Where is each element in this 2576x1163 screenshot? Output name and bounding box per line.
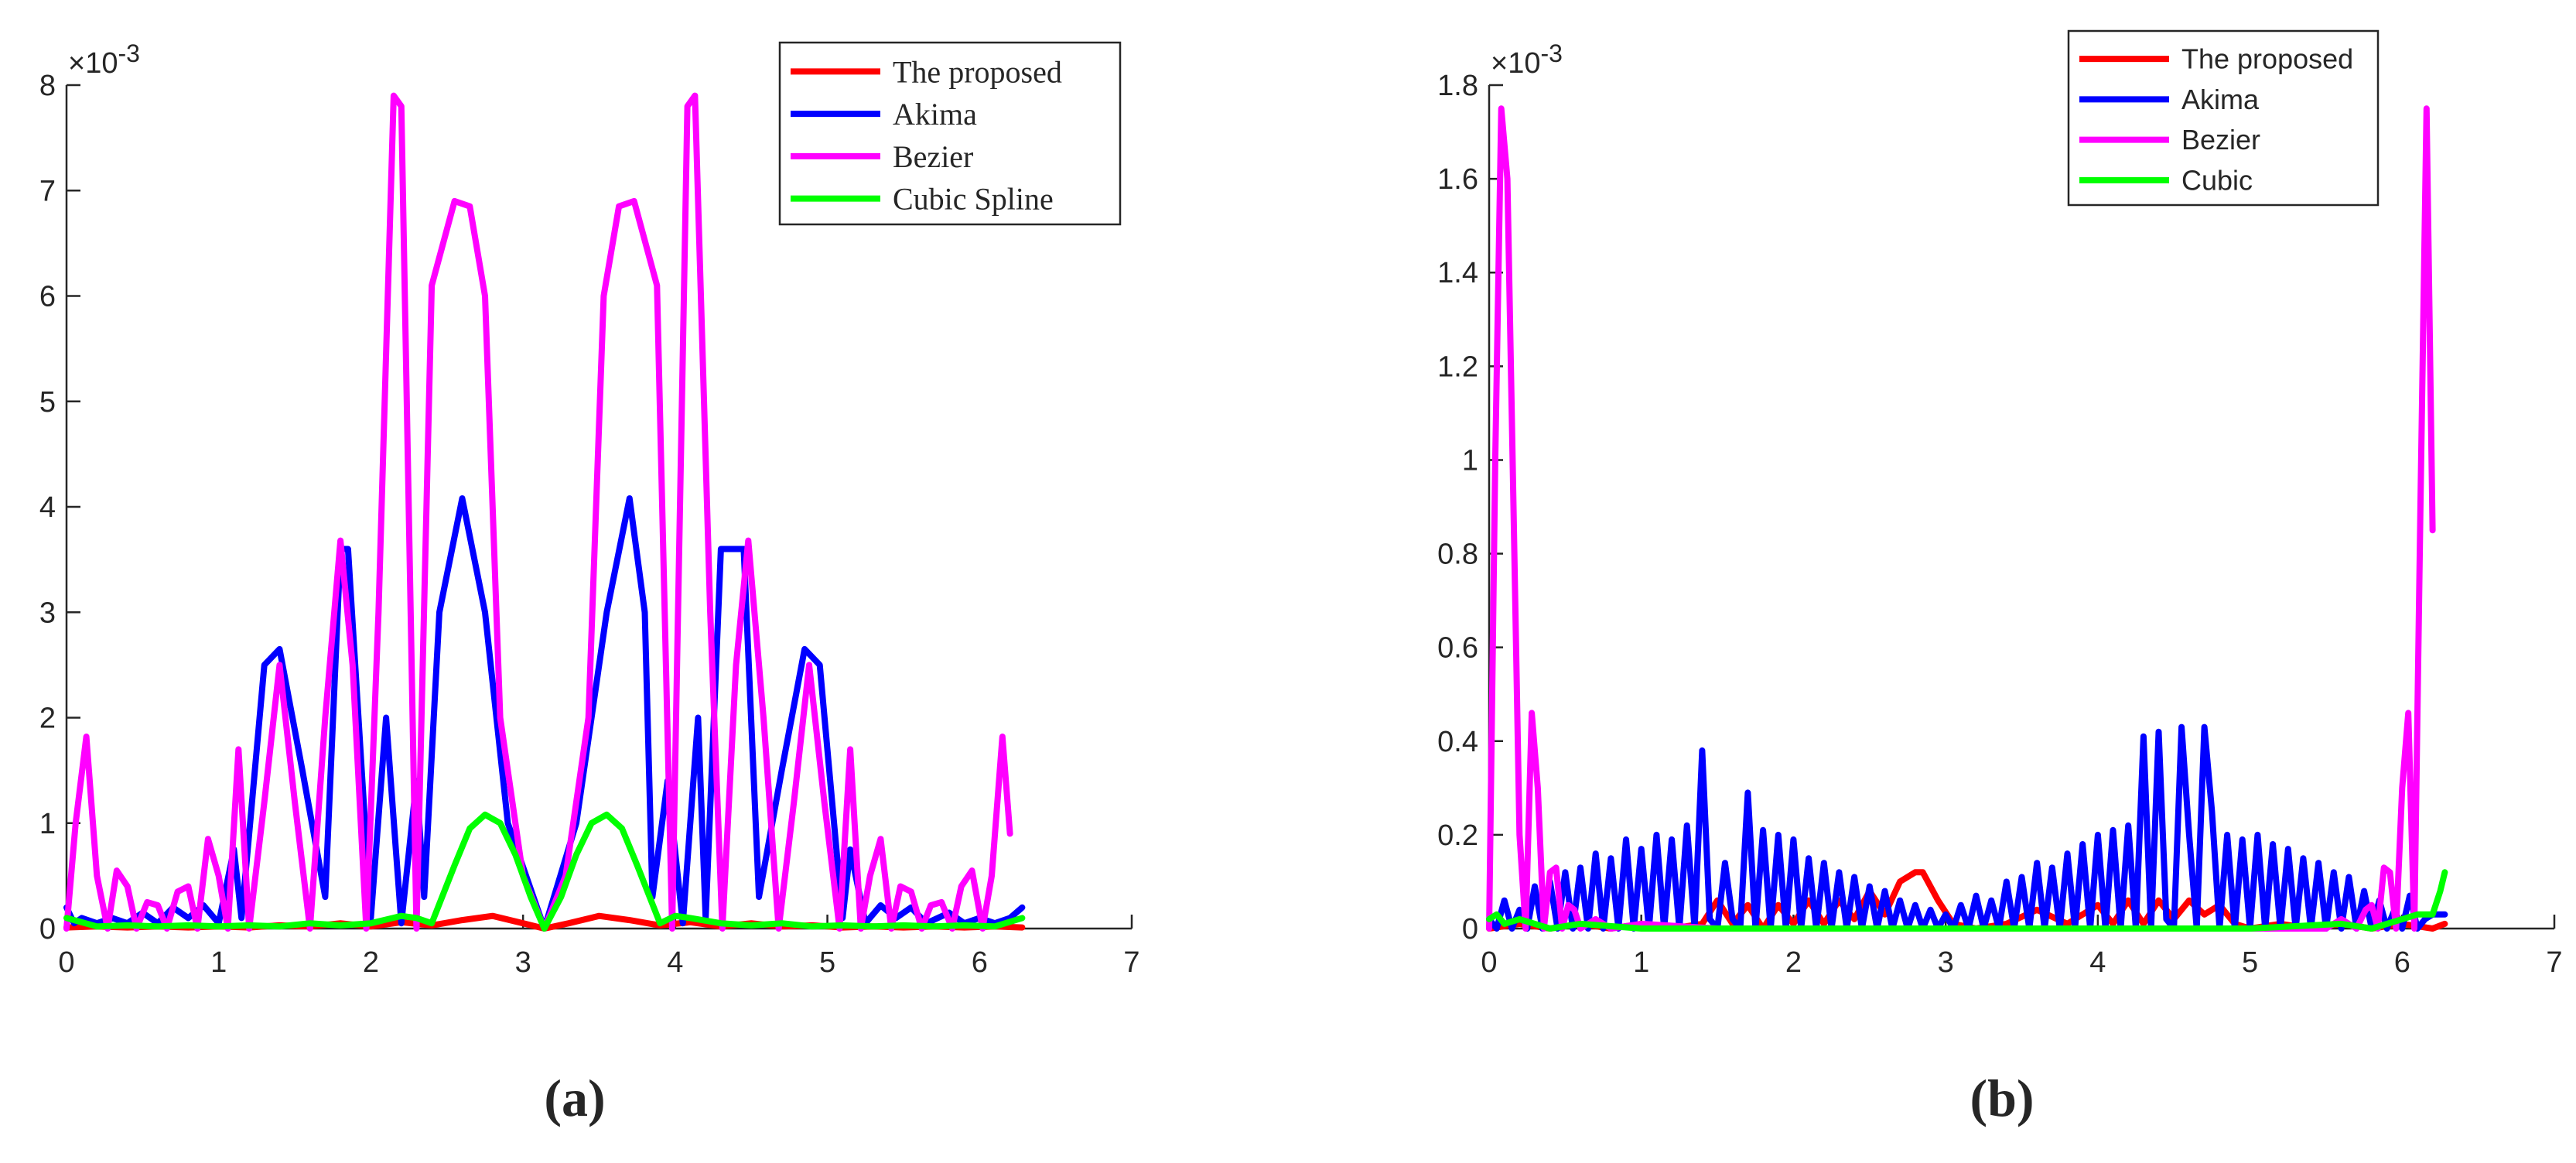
y-tick-label: 1.8 bbox=[1437, 70, 1478, 102]
legend-label-the-proposed: The proposed bbox=[2181, 43, 2353, 75]
legend-label-akima: Akima bbox=[2181, 84, 2260, 115]
x-tick-label: 1 bbox=[1633, 946, 1649, 979]
x-tick-label: 2 bbox=[363, 946, 379, 979]
x-tick-label: 7 bbox=[2546, 946, 2562, 979]
x-tick-label: 4 bbox=[667, 946, 683, 979]
series-line-bezier bbox=[1486, 105, 2436, 932]
legend: The proposed Akima Bezier Cubic Spline bbox=[778, 41, 1122, 226]
caption-a: (a) bbox=[544, 1069, 605, 1127]
chart-b: 0 1 2 3 4 5 6 7 0 0.2 0.4 0.6 0.8 1 1.2 1.4 1.6 1.8 ×10-3 T… bbox=[1437, 29, 2563, 979]
y-tick-label: 0.6 bbox=[1437, 632, 1478, 665]
y-tick-label: 0.4 bbox=[1437, 726, 1478, 758]
legend-label-the-proposed: The proposed bbox=[893, 54, 1062, 89]
x-tick-label: 3 bbox=[515, 946, 531, 979]
legend-label-bezier: Bezier bbox=[2181, 124, 2260, 156]
y-tick-label: 6 bbox=[39, 281, 56, 313]
y-tick-label: 7 bbox=[39, 175, 56, 207]
y-tick-label: 2 bbox=[39, 703, 56, 735]
legend-label-bezier: Bezier bbox=[893, 139, 973, 174]
x-tick-label: 1 bbox=[210, 946, 227, 979]
y-tick-label: 4 bbox=[39, 491, 56, 524]
y-tick-label: 1 bbox=[39, 808, 56, 840]
x-tick-label: 6 bbox=[2394, 946, 2410, 979]
x-tick-label: 4 bbox=[2089, 946, 2106, 979]
exponent-label: ×10-3 bbox=[68, 39, 140, 80]
legend: The proposed Akima Bezier Cubic bbox=[2067, 29, 2380, 207]
y-tick-label: 1.4 bbox=[1437, 257, 1478, 289]
series-line-akima bbox=[63, 495, 1026, 932]
legend-box bbox=[778, 41, 1122, 226]
y-tick-label: 1 bbox=[1462, 444, 1478, 477]
chart-a: 0 1 2 3 4 5 6 7 0 1 2 3 4 5 6 7 8 ×10-3 The proposed Akima B… bbox=[39, 39, 1140, 979]
y-tick-label: 0.8 bbox=[1437, 539, 1478, 571]
series-line-cubic bbox=[1486, 869, 2448, 932]
x-tick-label: 2 bbox=[1785, 946, 1802, 979]
y-tick-label: 1.2 bbox=[1437, 351, 1478, 383]
x-tick-label: 0 bbox=[1481, 946, 1497, 979]
x-tick-label: 5 bbox=[819, 946, 835, 979]
y-tick-label: 3 bbox=[39, 597, 56, 629]
legend-label-akima: Akima bbox=[893, 97, 977, 132]
caption-b: (b) bbox=[1970, 1069, 2034, 1127]
y-tick-label: 0 bbox=[39, 913, 56, 946]
y-tick-label: 0.2 bbox=[1437, 819, 1478, 852]
x-tick-label: 0 bbox=[58, 946, 74, 979]
exponent-label: ×10-3 bbox=[1491, 39, 1563, 80]
x-tick-label: 3 bbox=[1938, 946, 1954, 979]
y-tick-label: 8 bbox=[39, 70, 56, 102]
x-tick-label: 6 bbox=[972, 946, 988, 979]
legend-label-cubic-spline: Cubic Spline bbox=[893, 182, 1054, 217]
x-tick-label: 7 bbox=[1123, 946, 1139, 979]
y-tick-label: 5 bbox=[39, 386, 56, 419]
y-tick-label: 1.6 bbox=[1437, 163, 1478, 196]
series-line-akima bbox=[1486, 723, 2448, 932]
legend-label-cubic: Cubic bbox=[2181, 164, 2253, 196]
series-line-cubic-spline bbox=[63, 811, 1026, 932]
y-tick-label: 0 bbox=[1462, 913, 1478, 946]
x-tick-label: 5 bbox=[2242, 946, 2258, 979]
